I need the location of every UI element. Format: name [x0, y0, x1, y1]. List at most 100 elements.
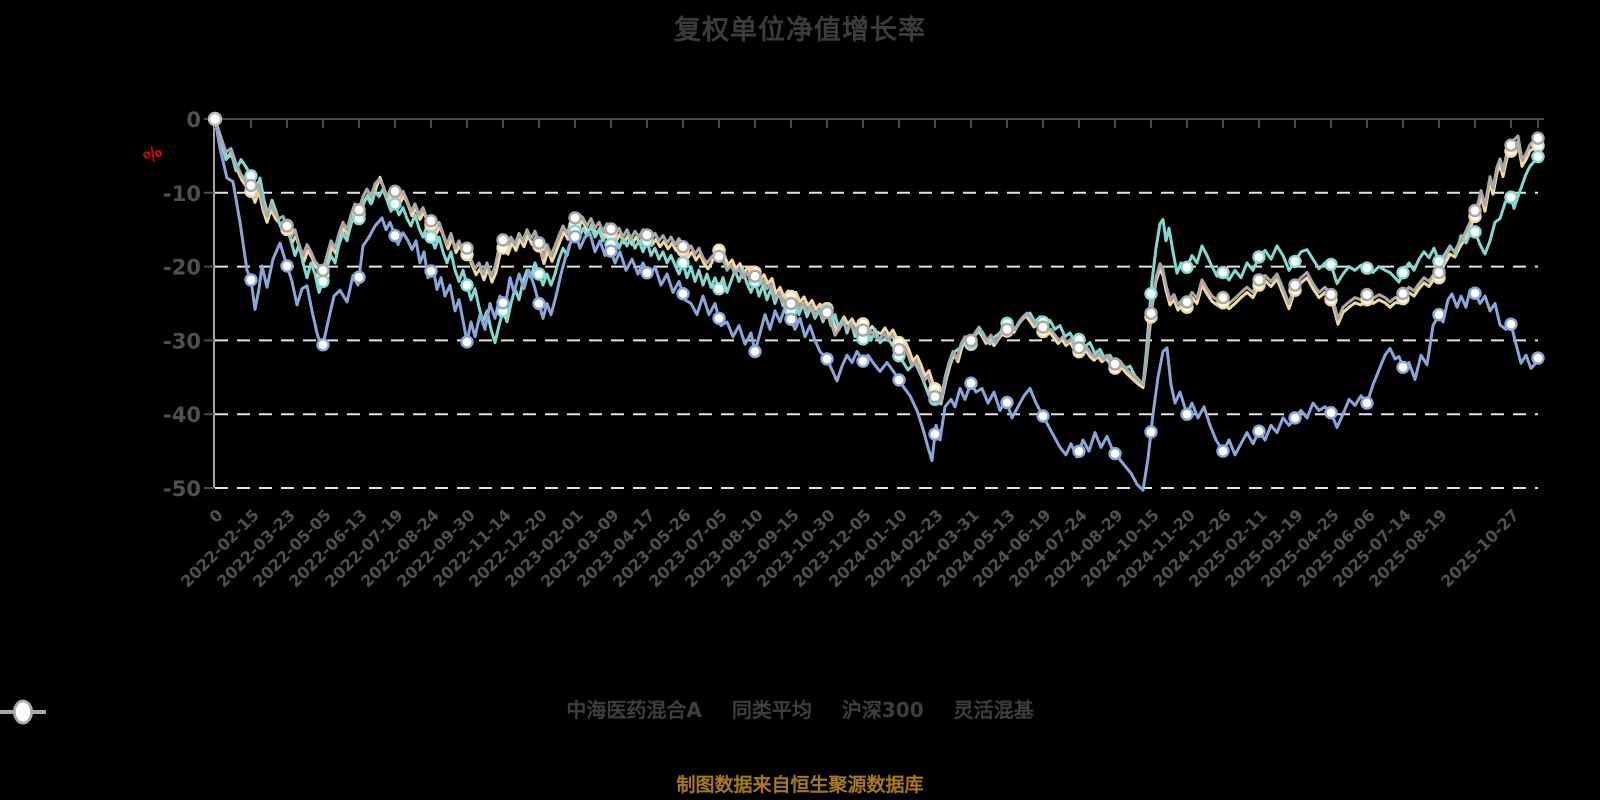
marker-fund — [784, 312, 798, 326]
marker-hs300 — [1252, 250, 1266, 264]
marker-flexible — [640, 228, 654, 242]
marker-hs300 — [1531, 149, 1545, 164]
y-axis-tick-label: -30 — [163, 329, 201, 353]
legend-item-0[interactable]: 中海医药混合A — [0, 694, 702, 725]
marker-hs300 — [1468, 225, 1482, 239]
marker-flexible — [856, 323, 870, 337]
marker-hs300 — [532, 267, 546, 281]
marker-hs300 — [460, 278, 474, 292]
marker-hs300 — [1324, 257, 1338, 272]
marker-flexible — [1180, 295, 1194, 309]
page-title: 复权单位净值增长率 — [674, 15, 926, 46]
marker-flexible — [1360, 287, 1374, 302]
marker-hs300 — [424, 230, 438, 244]
marker-flexible — [568, 211, 582, 225]
marker-fund — [388, 228, 402, 243]
marker-flexible — [928, 390, 942, 404]
marker-fund — [1072, 444, 1086, 458]
marker-flexible — [892, 342, 906, 357]
marker-fund — [316, 338, 330, 352]
marker-flexible — [748, 269, 762, 283]
marker-fund — [1324, 406, 1338, 420]
marker-flexible — [1252, 273, 1266, 287]
marker-fund — [1180, 407, 1194, 421]
marker-flexible — [1432, 265, 1446, 280]
marker-flexible — [1288, 278, 1302, 292]
marker-flexible — [1216, 290, 1230, 305]
marker-fund — [712, 311, 726, 325]
marker-hs300 — [1432, 254, 1446, 269]
marker-hs300 — [388, 197, 402, 211]
marker-fund — [1252, 424, 1266, 438]
marker-fund — [424, 264, 438, 278]
marker-fund — [1144, 425, 1158, 439]
marker-fund — [1432, 307, 1446, 322]
marker-fund — [1396, 360, 1410, 374]
marker-flexible — [676, 239, 690, 254]
marker-flexible — [1000, 322, 1014, 336]
marker-flexible — [1108, 357, 1122, 371]
marker-flexible — [1468, 203, 1482, 218]
y-axis-tick-label: -50 — [163, 477, 201, 501]
data-source-note: 制图数据来自恒生聚源数据库 — [676, 774, 924, 796]
marker-flexible — [1072, 341, 1086, 355]
marker-fund — [820, 352, 834, 366]
y-axis-tick-label: -20 — [163, 256, 201, 280]
legend-marker-icon — [0, 699, 46, 725]
marker-fund — [1000, 395, 1014, 410]
marker-hs300 — [1216, 265, 1230, 280]
legend-item-1[interactable]: 同类平均 — [0, 694, 812, 725]
marker-fund — [1531, 351, 1545, 365]
marker-flexible — [460, 241, 474, 255]
marker-fund — [244, 273, 258, 287]
marker-fund — [568, 229, 582, 244]
marker-hs300 — [1180, 260, 1194, 274]
legend-item-2[interactable]: 沪深300 — [0, 694, 924, 725]
marker-hs300 — [316, 274, 330, 289]
marker-hs300 — [1144, 287, 1158, 301]
marker-flexible — [424, 214, 438, 228]
marker-fund — [748, 344, 762, 359]
marker-fund — [928, 427, 942, 441]
marker-hs300 — [1288, 254, 1302, 269]
marker-flexible — [352, 203, 366, 217]
series-line-hs300 — [213, 117, 1540, 404]
marker-flexible — [820, 305, 834, 320]
marker-hs300 — [1504, 190, 1518, 204]
y-axis-unit-label: % — [140, 141, 167, 169]
marker-fund — [1036, 409, 1050, 423]
marker-hs300 — [1396, 266, 1410, 280]
legend-item-3[interactable]: 灵活混基 — [0, 694, 1034, 725]
legend-item-label: 同类平均 — [731, 698, 812, 722]
marker-fund — [280, 259, 294, 273]
series-line-peer — [213, 117, 1540, 406]
series-line-flexible — [213, 117, 1540, 403]
marker-flexible — [496, 233, 510, 247]
marker-flexible — [604, 222, 618, 236]
marker-fund — [1288, 411, 1302, 425]
marker-fund — [1108, 446, 1122, 461]
marker-flexible — [1324, 287, 1338, 302]
marker-fund — [496, 296, 510, 310]
marker-flexible — [1036, 320, 1050, 334]
marker-fund — [1468, 286, 1482, 300]
legend-item-label: 灵活混基 — [953, 698, 1034, 722]
y-axis-tick-label: -40 — [163, 403, 201, 427]
legend: 中海医药混合A 同类平均 沪深300 灵活混基 — [0, 694, 1600, 725]
marker-fund — [604, 244, 618, 258]
marker-fund — [352, 270, 366, 284]
marker-flexible — [1531, 131, 1545, 145]
marker-flexible — [1504, 138, 1518, 152]
marker-fund — [1360, 396, 1374, 410]
y-axis-tick-label: 0 — [186, 108, 201, 132]
marker-flexible — [1144, 306, 1158, 320]
marker-flexible — [388, 184, 402, 199]
marker-fund — [1504, 317, 1518, 331]
marker-flexible — [712, 249, 726, 263]
marker-flexible — [280, 219, 294, 233]
marker-flexible — [316, 263, 330, 277]
legend-item-label: 沪深300 — [841, 698, 924, 722]
series-line-fund — [213, 117, 1540, 492]
marker-origin — [207, 111, 223, 127]
